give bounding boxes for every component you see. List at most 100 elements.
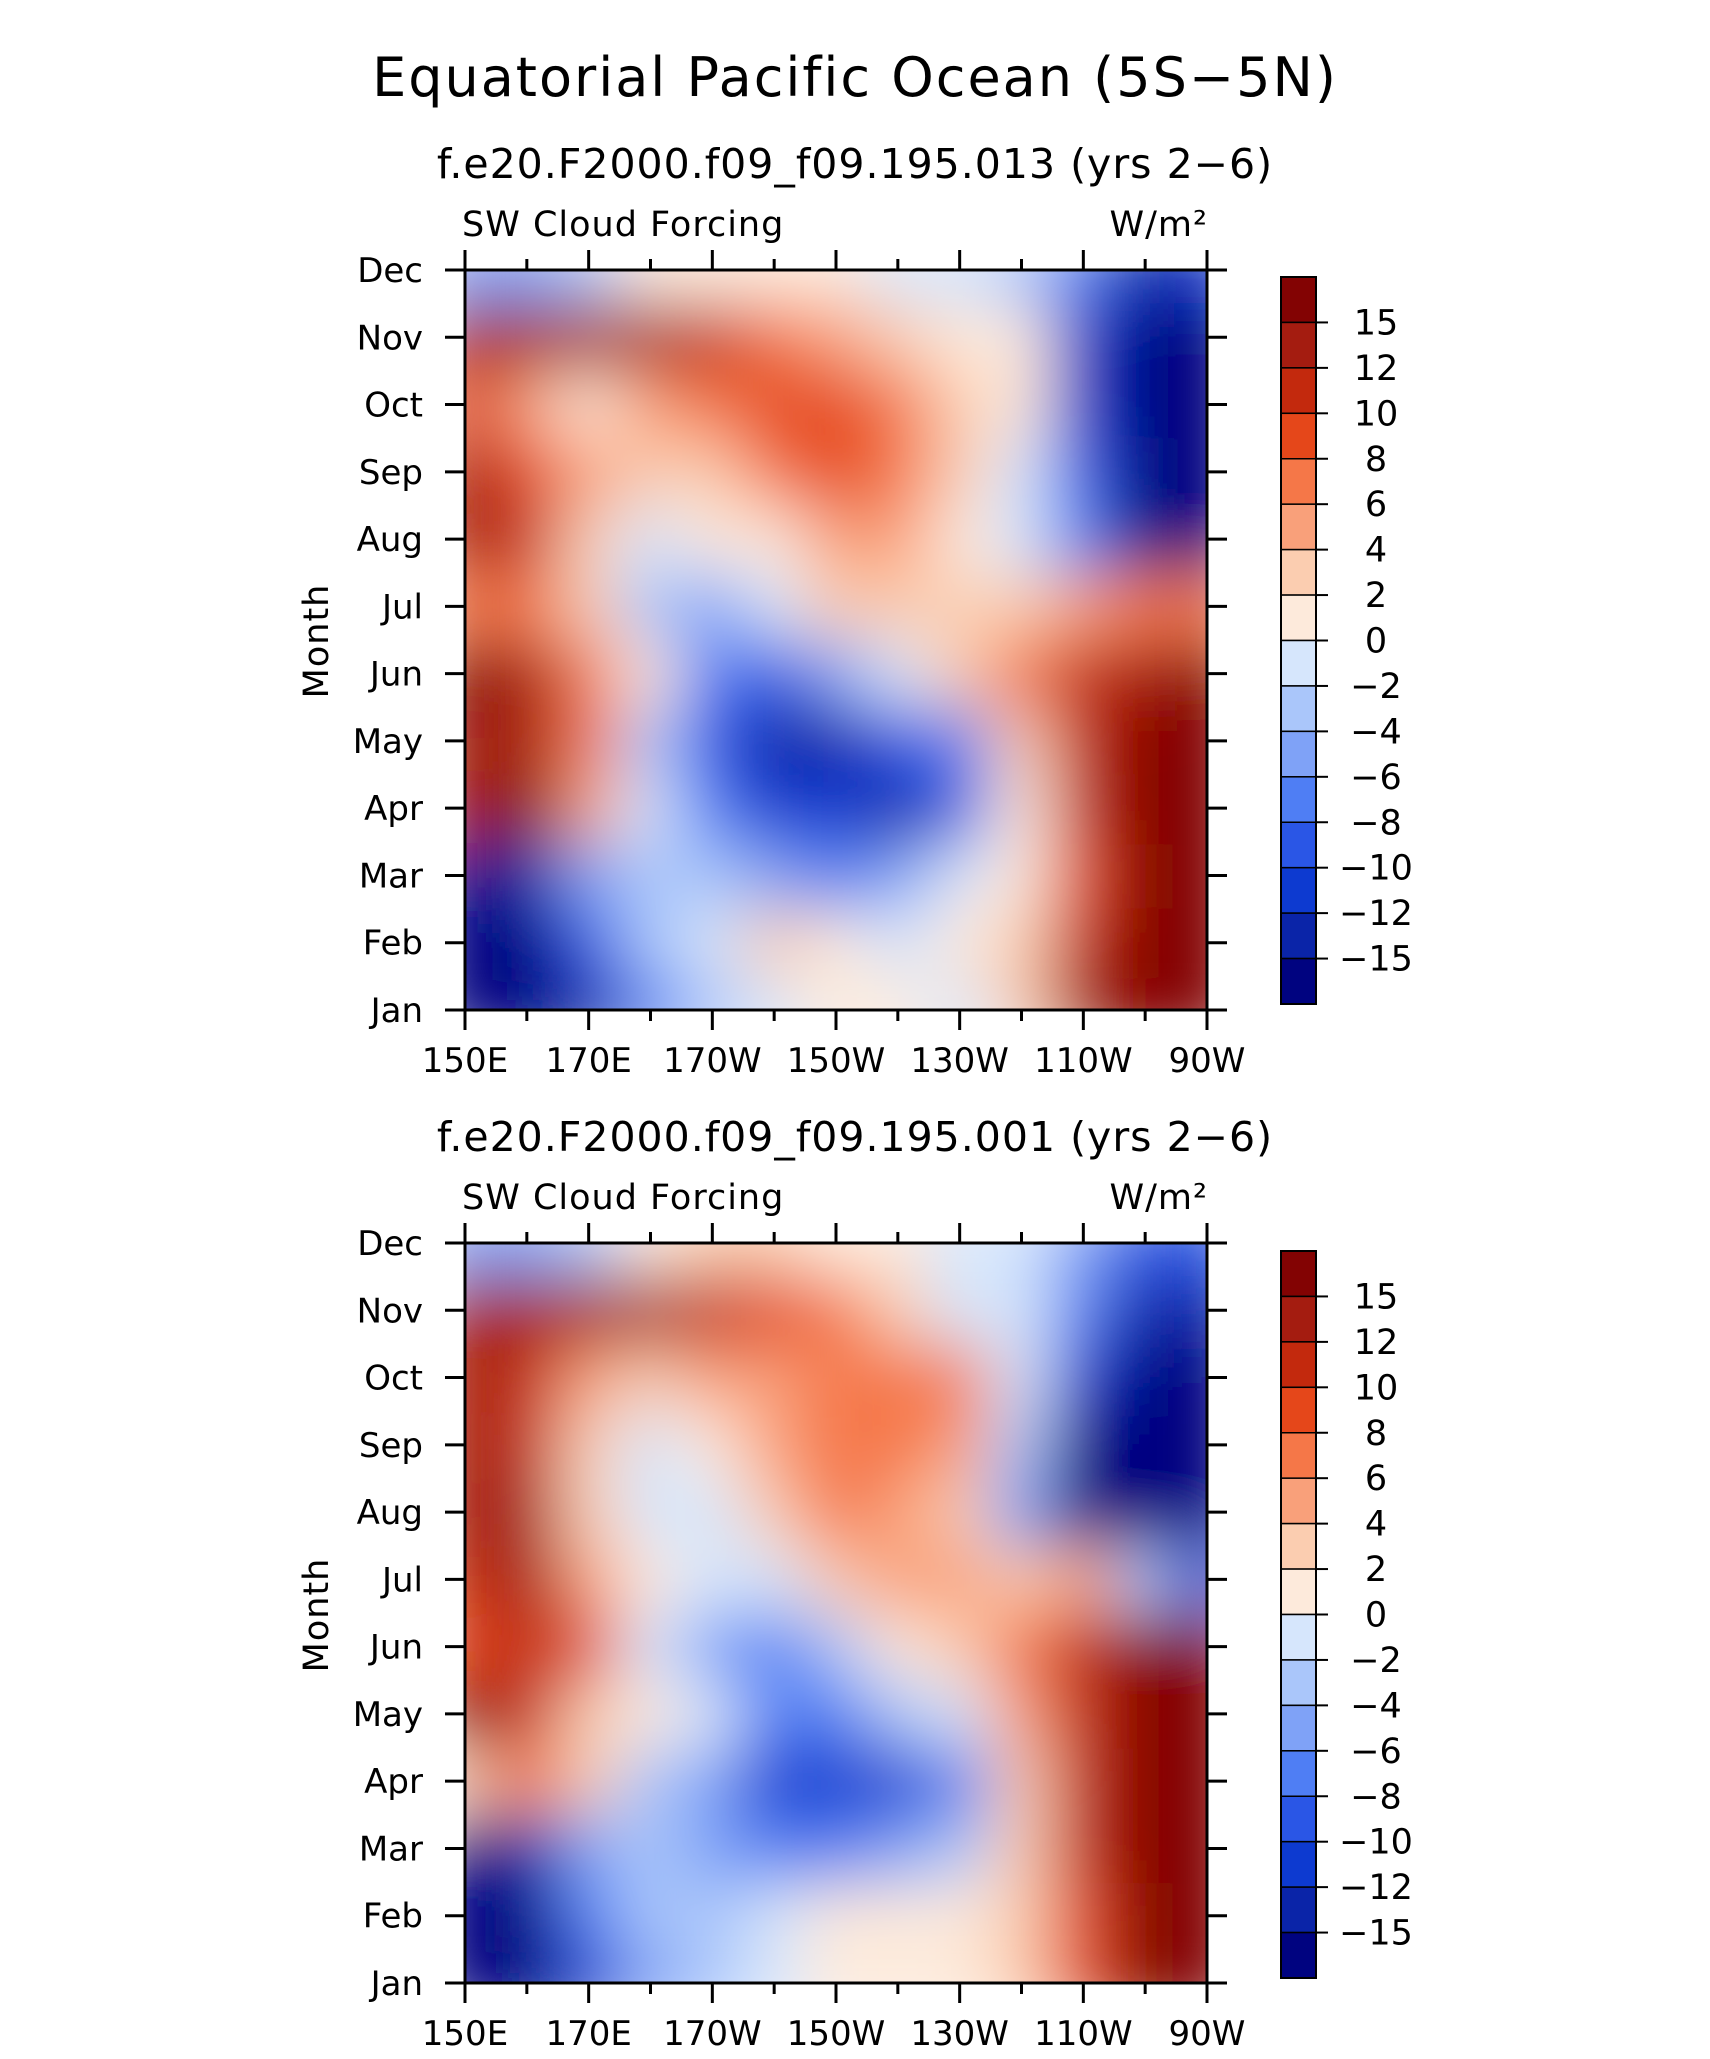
panel-2-ylabel: Month [297, 1558, 337, 1673]
heatmap-cell [494, 639, 559, 709]
heatmap-cell [742, 1612, 807, 1682]
heatmap-cell [927, 1948, 992, 1983]
heatmap-cell [742, 504, 807, 574]
heatmap-cell [804, 1243, 868, 1278]
panel-2-variable-label: SW Cloud Forcing [462, 1178, 784, 1218]
heatmap-cell [1113, 1477, 1178, 1547]
heatmap-cell [927, 1746, 992, 1816]
colorbar-label: −4 [1350, 712, 1402, 752]
heatmap-cell [556, 1612, 621, 1682]
heatmap-cell [989, 1746, 1054, 1816]
colorbar-label: 8 [1365, 440, 1387, 480]
heatmap-cell [1051, 773, 1116, 843]
heatmap-cell [494, 1813, 559, 1884]
heatmap-cell [742, 1275, 807, 1345]
heatmap-cell [494, 1275, 559, 1345]
colorbar-swatch [1280, 1568, 1317, 1616]
colorbar-label: −8 [1350, 1777, 1402, 1817]
heatmap-cell [1113, 369, 1178, 440]
heatmap-cell [865, 1275, 930, 1345]
heatmap-cell [1113, 1342, 1178, 1413]
heatmap-cell [494, 1477, 559, 1547]
colorbar-swatch [1280, 367, 1317, 415]
x-tick-label: 90W [1169, 2014, 1246, 2054]
heatmap-cell [865, 773, 930, 843]
heatmap-cell [989, 1813, 1054, 1884]
heatmap-cell [465, 1544, 497, 1614]
colorbar-label: 0 [1365, 622, 1387, 662]
heatmap-cell [618, 302, 683, 372]
heatmap-cell [465, 975, 497, 1010]
heatmap-cell [618, 1679, 683, 1749]
colorbar-label: −6 [1350, 758, 1402, 798]
heatmap-cell [618, 1813, 683, 1884]
heatmap-cell [989, 1275, 1054, 1345]
heatmap-cell [494, 1746, 559, 1816]
heatmap-cell [1175, 302, 1207, 372]
colorbar-swatch [1280, 276, 1317, 324]
heatmap-cell [494, 840, 559, 911]
heatmap-cell [494, 504, 559, 574]
heatmap-cell [742, 1477, 807, 1547]
heatmap-cell [989, 1544, 1054, 1614]
heatmap-cell [680, 437, 745, 507]
heatmap-cell [804, 975, 868, 1010]
heatmap-cell [1113, 1948, 1178, 1983]
heatmap-cell [804, 571, 868, 641]
heatmap-cell [865, 1410, 930, 1480]
heatmap-cell [742, 1948, 807, 1983]
heatmap-cell [1051, 1881, 1116, 1951]
heatmap-cell [742, 1679, 807, 1749]
heatmap-cell [804, 706, 868, 776]
heatmap-cell [742, 1544, 807, 1614]
heatmap-cell [465, 571, 497, 641]
heatmap-cell [465, 270, 497, 305]
heatmap-cell [1113, 1746, 1178, 1816]
heatmap-cell [804, 1612, 868, 1682]
colorbar-swatch [1280, 639, 1317, 687]
panel-1-units-label: W/m² [1109, 205, 1208, 245]
x-tick-label: 170E [545, 2014, 631, 2054]
heatmap-cell [865, 1746, 930, 1816]
heatmap-cell [804, 504, 868, 574]
heatmap-cell [927, 302, 992, 372]
heatmap-cell [865, 706, 930, 776]
heatmap-cell [1113, 773, 1178, 843]
colorbar-swatch [1280, 1886, 1317, 1934]
heatmap-cell [927, 1410, 992, 1480]
heatmap-cell [1175, 571, 1207, 641]
heatmap-cell [680, 571, 745, 641]
heatmap-cell [556, 302, 621, 372]
colorbar-label: −6 [1350, 1732, 1402, 1772]
heatmap-cell [1113, 437, 1178, 507]
heatmap-cell [556, 908, 621, 978]
heatmap-cell [989, 369, 1054, 440]
colorbar-swatch [1280, 1840, 1317, 1888]
colorbar-label: 6 [1365, 1459, 1387, 1499]
colorbar-swatch [1280, 458, 1317, 505]
heatmap-cell [680, 504, 745, 574]
heatmap-cell [742, 1410, 807, 1480]
x-tick-label: 110W [1034, 1041, 1133, 1081]
y-tick-label: Jan [369, 1964, 423, 2004]
y-tick-label: Nov [357, 1291, 423, 1331]
colorbar-label: 15 [1354, 1277, 1399, 1317]
panel-1-field [465, 270, 1207, 1010]
heatmap-cell [494, 437, 559, 507]
x-tick-label: 170E [545, 1041, 631, 1081]
heatmap-cell [494, 908, 559, 978]
heatmap-cell [680, 270, 745, 305]
heatmap-cell [927, 840, 992, 911]
heatmap-cell [742, 302, 807, 372]
heatmap-cell [556, 1342, 621, 1413]
colorbar-swatch [1280, 1659, 1317, 1707]
heatmap-cell [1175, 1477, 1207, 1547]
heatmap-cell [680, 1243, 745, 1278]
heatmap-cell [865, 840, 930, 911]
colorbar-swatch [1280, 821, 1317, 869]
y-tick-label: Oct [364, 1359, 423, 1399]
heatmap-cell [494, 1410, 559, 1480]
colorbar-label: 6 [1365, 485, 1387, 525]
colorbar-swatch [1280, 594, 1317, 642]
heatmap-cell [1175, 270, 1207, 305]
